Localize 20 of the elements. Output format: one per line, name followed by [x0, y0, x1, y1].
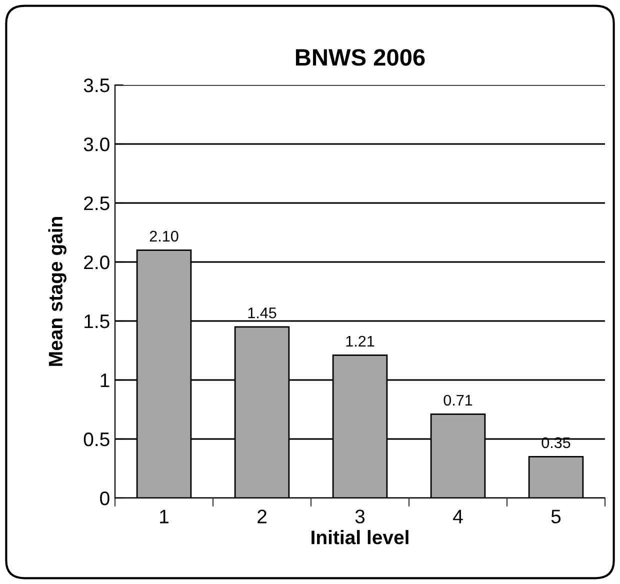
data-label: 1.21 [346, 336, 374, 346]
x-tick-label: 2 [258, 510, 266, 524]
x-tick-label: 1 [160, 510, 168, 524]
x-tick-label: 4 [453, 510, 463, 524]
data-label: 1.45 [248, 308, 276, 318]
data-label: 2.10 [150, 230, 178, 242]
y-tick-label: 1 [100, 374, 110, 388]
y-tick-label: 0 [100, 491, 110, 506]
y-tick-label: 0.5 [84, 432, 110, 446]
y-tick-label: 3.5 [84, 78, 110, 92]
y-axis-title: Mean stage gain [48, 217, 66, 366]
x-axis-title: Initial level [312, 530, 408, 544]
chart-title: BNWS 2006 [296, 49, 425, 66]
y-tick-label: 2.5 [84, 196, 110, 210]
y-tick-label: 1.5 [84, 314, 110, 328]
x-tick-label: 5 [551, 510, 561, 524]
data-label: 0.71 [444, 394, 472, 406]
y-tick-label: 2.0 [84, 255, 110, 270]
x-tick-label: 3 [355, 510, 365, 524]
y-tick-label: 3.0 [84, 137, 110, 152]
